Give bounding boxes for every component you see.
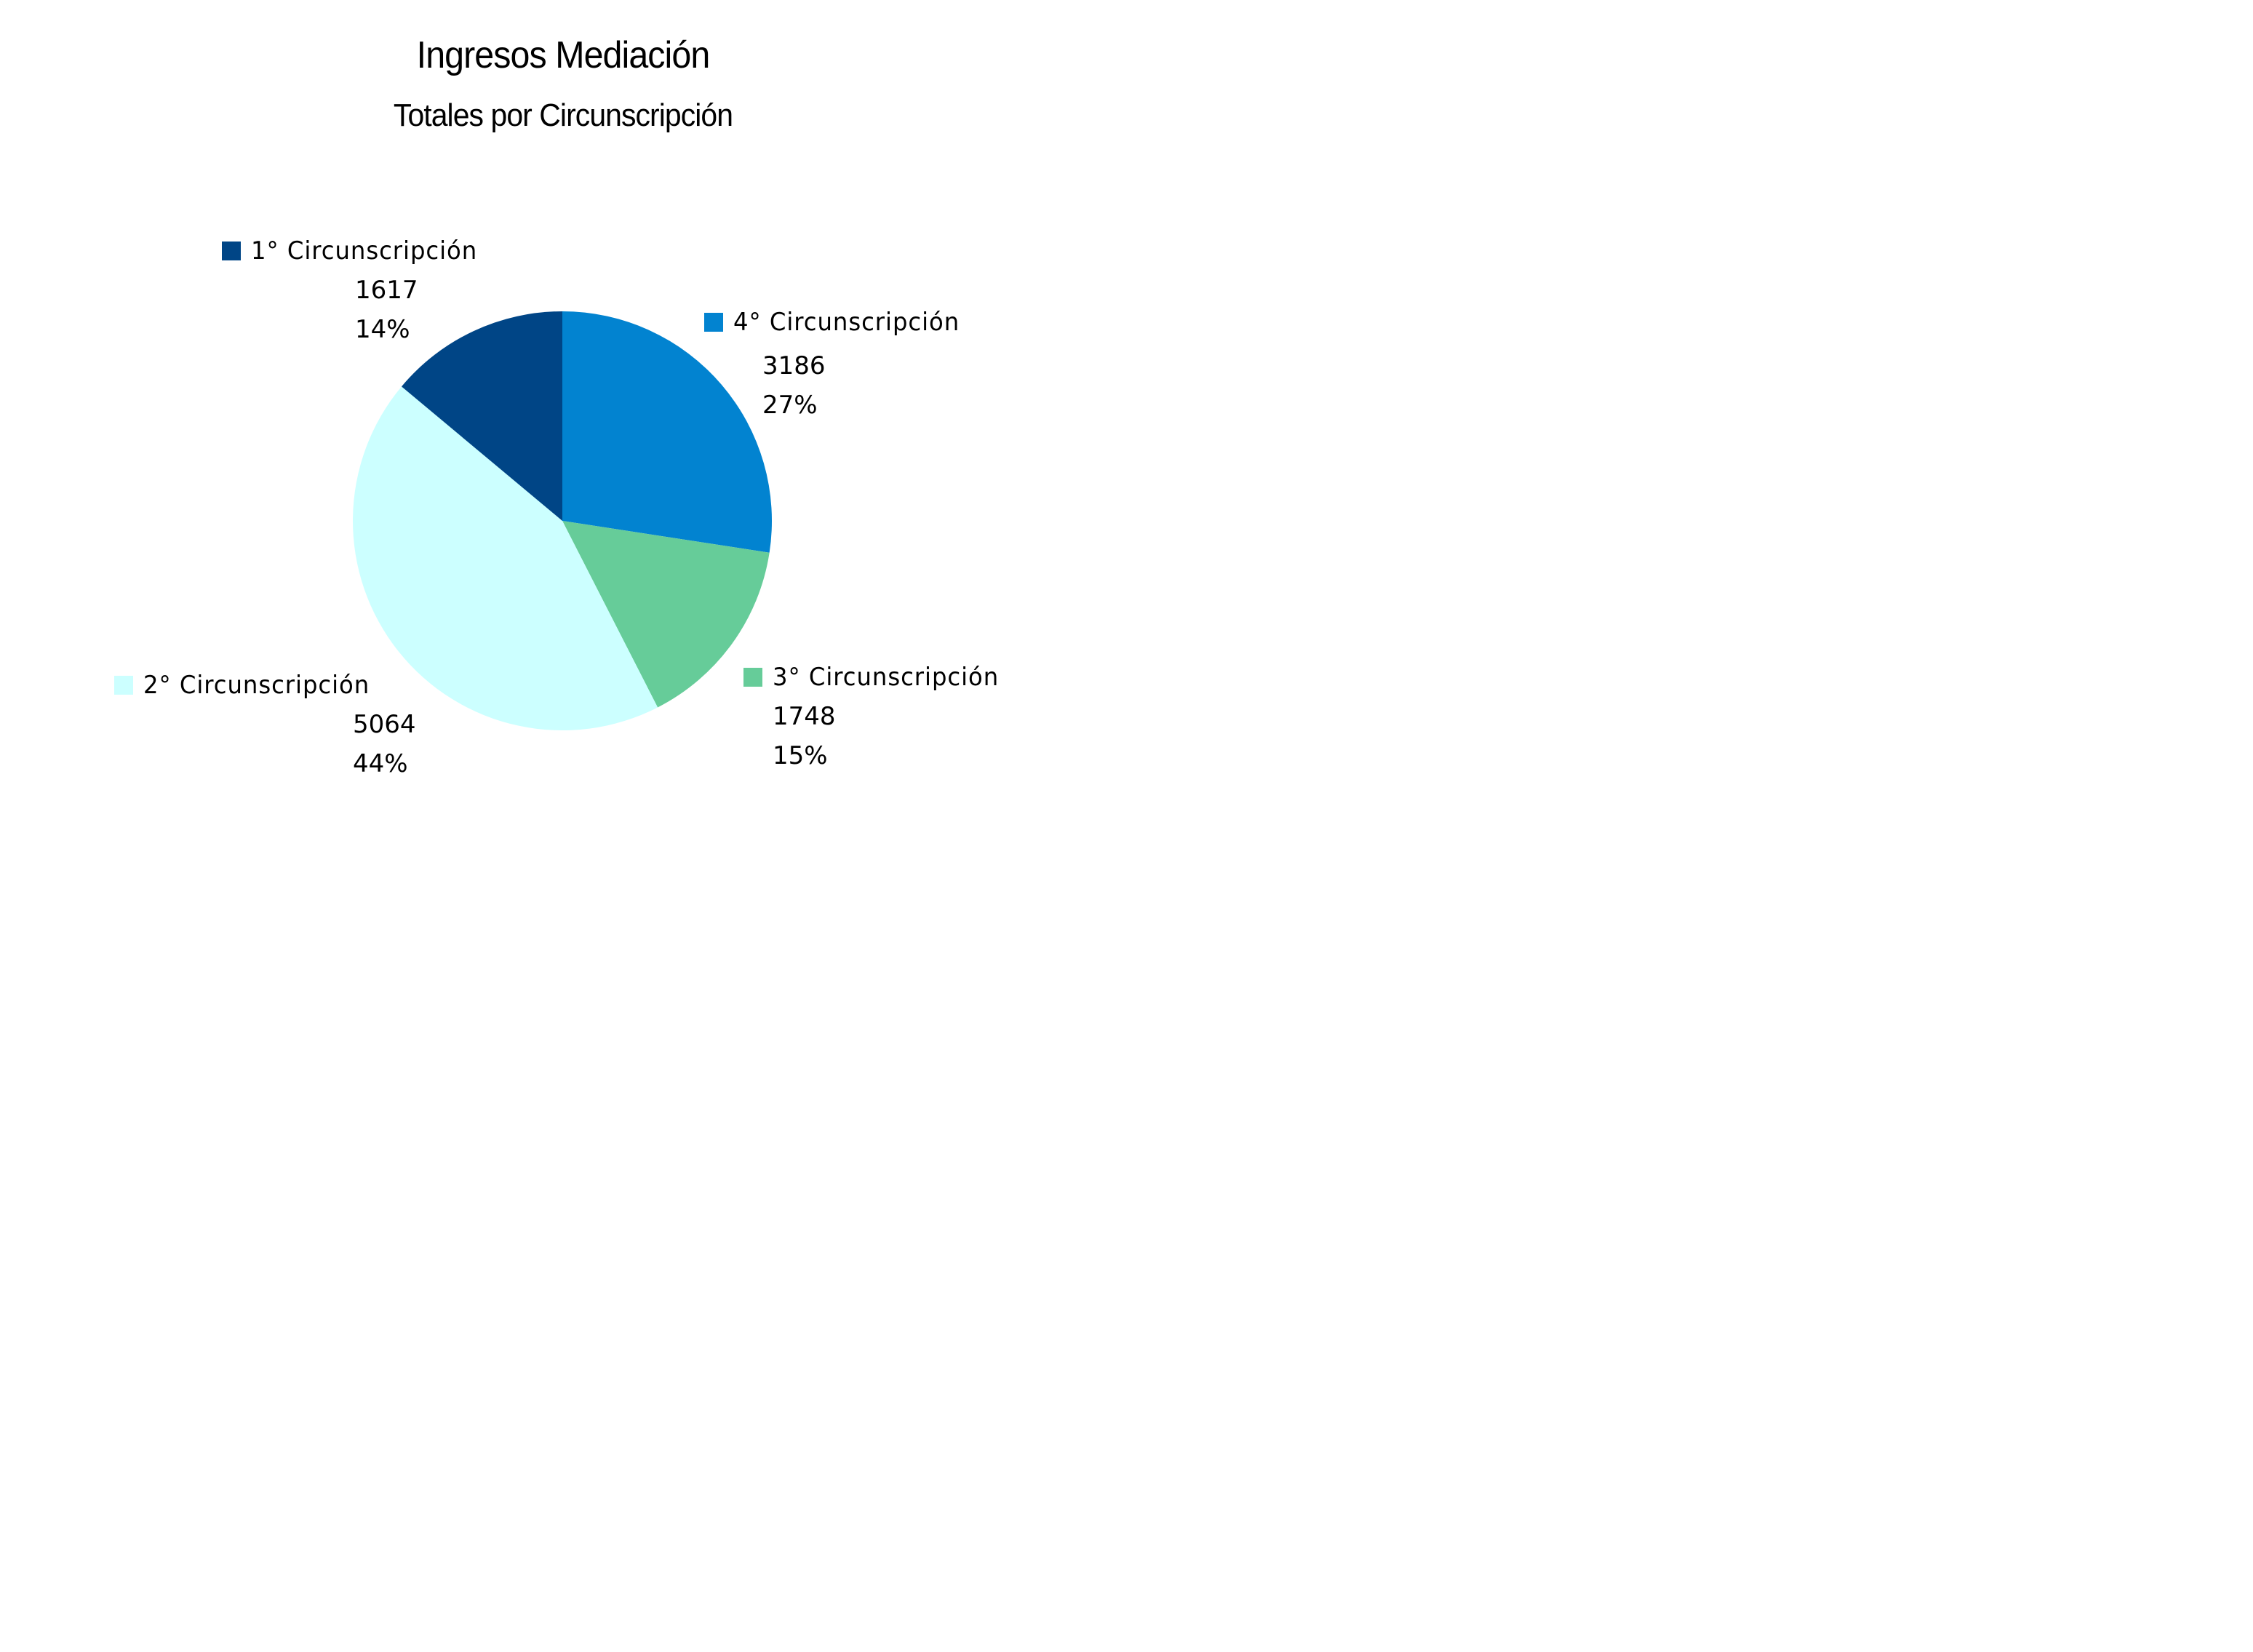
- legend-swatch-2: [114, 676, 133, 695]
- chart-subtitle: Totales por Circunscripción: [393, 97, 733, 133]
- data-label-3: 3° Circunscripción 1748 15%: [743, 665, 1011, 768]
- pie-chart: [352, 311, 773, 731]
- series-percent: 27%: [762, 391, 818, 420]
- data-label-1: 1° Circunscripción 1617 14%: [222, 239, 490, 342]
- legend-swatch-3: [743, 668, 762, 687]
- series-value: 3186: [762, 351, 826, 380]
- data-label-2: 2° Circunscripción 5064 44%: [114, 673, 416, 776]
- series-value: 1617: [355, 276, 418, 305]
- series-percent: 44%: [353, 749, 408, 778]
- series-percent: 14%: [355, 315, 410, 344]
- series-value: 1748: [773, 702, 836, 731]
- series-name: 3° Circunscripción: [773, 663, 1000, 692]
- series-name: 4° Circunscripción: [733, 308, 960, 337]
- series-percent: 15%: [773, 741, 828, 770]
- pie-slice: [562, 521, 770, 708]
- legend-swatch-1: [222, 242, 241, 260]
- pie-slice: [562, 311, 773, 553]
- legend-swatch-4: [704, 313, 723, 332]
- series-name: 2° Circunscripción: [143, 671, 370, 700]
- data-label-4: 4° Circunscripción 3186 27%: [704, 310, 972, 418]
- series-name: 1° Circunscripción: [251, 236, 478, 266]
- pie-slice: [401, 311, 562, 521]
- pie-slice: [352, 386, 658, 731]
- series-value: 5064: [353, 710, 416, 739]
- chart-title: Ingresos Mediación: [416, 34, 711, 76]
